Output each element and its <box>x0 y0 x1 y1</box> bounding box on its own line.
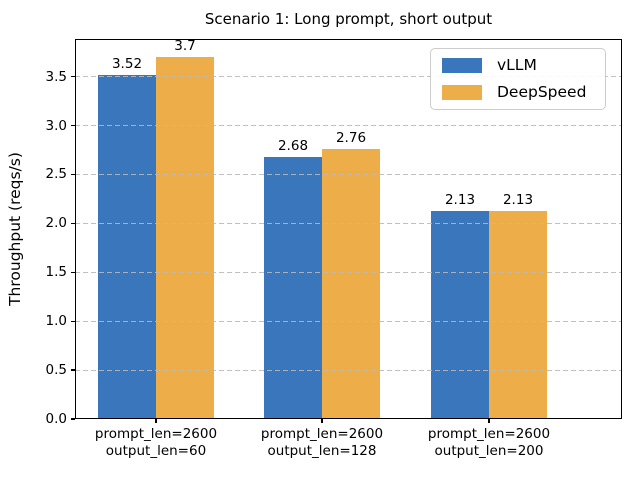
x-tick-mark <box>488 419 490 423</box>
gridline <box>75 173 622 175</box>
gridline <box>75 76 622 78</box>
legend-swatch-icon <box>442 85 482 100</box>
bar-value-label: 2.13 <box>502 191 534 208</box>
gridline <box>75 320 622 322</box>
gridline <box>75 369 622 371</box>
bar-deepspeed <box>489 210 547 419</box>
y-tick-mark <box>71 222 75 225</box>
bar-value-label: 2.13 <box>444 191 476 208</box>
bar-deepspeed <box>322 149 380 419</box>
y-tick-label: 0.5 <box>45 362 67 379</box>
y-tick-label: 2.5 <box>45 166 67 183</box>
y-tick-label: 1.0 <box>45 313 67 330</box>
gridline <box>75 125 622 127</box>
gridline <box>75 271 622 273</box>
bar-value-label: 3.52 <box>111 55 143 72</box>
y-tick-mark <box>71 418 75 420</box>
legend-swatch-icon <box>442 58 482 73</box>
x-tick-mark <box>155 419 157 423</box>
y-tick-mark <box>71 76 75 78</box>
y-tick-mark <box>71 124 75 127</box>
x-tick-mark <box>321 419 323 423</box>
y-tick-label: 3.5 <box>45 68 67 85</box>
y-tick-label: 3.0 <box>45 117 67 134</box>
legend-label: DeepSpeed <box>497 83 587 101</box>
x-tick-label: prompt_len=2600 output_len=60 <box>94 426 218 459</box>
y-tick-mark <box>71 173 75 176</box>
x-tick-label: prompt_len=2600 output_len=200 <box>427 426 551 459</box>
bar-vllm <box>98 74 156 419</box>
bar-value-label: 2.76 <box>335 130 367 147</box>
y-tick-mark <box>71 271 75 273</box>
x-tick-label: prompt_len=2600 output_len=128 <box>260 426 384 459</box>
bar-deepspeed <box>156 57 214 419</box>
bar-vllm <box>431 210 489 419</box>
legend-item: vLLM <box>442 56 594 75</box>
y-tick-mark <box>71 320 75 322</box>
bar-value-label: 2.68 <box>277 137 309 154</box>
y-tick-mark <box>71 369 75 371</box>
legend-item: DeepSpeed <box>442 83 594 102</box>
y-tick-label: 2.0 <box>45 215 67 232</box>
bar-vllm <box>264 156 322 419</box>
chart-title: Scenario 1: Long prompt, short output <box>204 10 493 28</box>
legend: vLLM DeepSpeed <box>430 48 606 110</box>
bar-value-label: 3.7 <box>174 38 196 55</box>
legend-label: vLLM <box>497 56 537 74</box>
y-tick-label: 0.0 <box>45 411 67 427</box>
gridline <box>75 222 622 224</box>
y-tick-label: 1.5 <box>45 264 67 281</box>
